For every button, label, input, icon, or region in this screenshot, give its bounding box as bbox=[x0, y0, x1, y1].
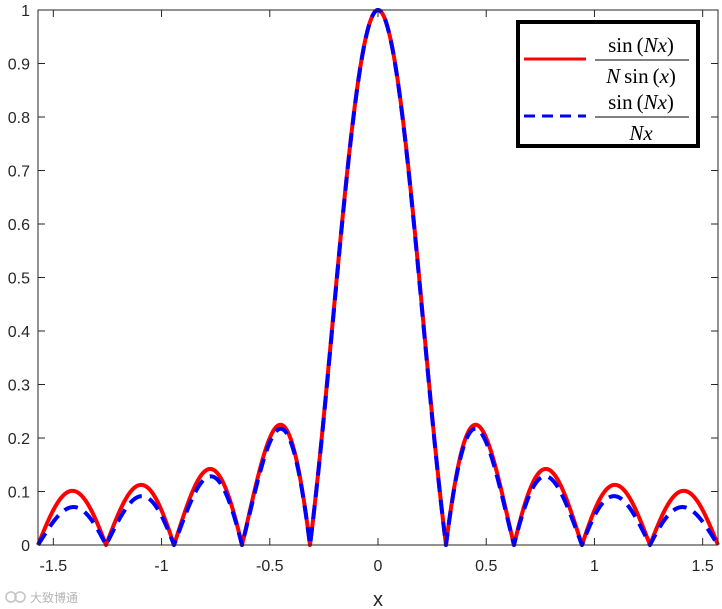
y-tick-label: 0.3 bbox=[8, 378, 30, 395]
legend-token: Nx bbox=[643, 90, 668, 114]
legend-token: sin bbox=[608, 33, 633, 57]
y-tick-label: 0.8 bbox=[8, 110, 30, 127]
y-tick-label: 0 bbox=[21, 538, 30, 555]
x-axis-label: x bbox=[373, 589, 383, 609]
x-tick-label: -1.5 bbox=[40, 558, 68, 575]
y-tick-label: 0.2 bbox=[8, 431, 30, 448]
legend-numerator-sinc: sin (Nx) bbox=[608, 90, 674, 114]
legend-token: ) bbox=[667, 33, 674, 57]
legend-numerator-ratio-sine: sin (Nx) bbox=[608, 33, 674, 57]
x-tick-label: 1.5 bbox=[692, 558, 714, 575]
legend-token: x bbox=[659, 64, 670, 88]
x-tick-label: 0 bbox=[374, 558, 383, 575]
y-tick-label: 0.5 bbox=[8, 271, 30, 288]
x-tick-label: -1 bbox=[154, 558, 168, 575]
legend-token: Nx bbox=[643, 33, 668, 57]
watermark-text: 大致博通 bbox=[30, 590, 78, 605]
legend-denominator-sinc: Nx bbox=[628, 121, 653, 145]
y-tick-label: 0.9 bbox=[8, 57, 30, 74]
legend-token: sin bbox=[608, 90, 633, 114]
legend-token: ( bbox=[637, 90, 644, 114]
legend-token: ) bbox=[669, 64, 676, 88]
legend-token: ( bbox=[653, 64, 660, 88]
axes-layer: -1.5 -1 -0.5 0 0.5 1 1.5 0 0.1 0.2 0.3 0.4 0.5 0.6 0.7… bbox=[8, 3, 719, 575]
legend-token: ) bbox=[667, 90, 674, 114]
watermark-logo-icon bbox=[5, 591, 17, 603]
legend-token: Nx bbox=[628, 121, 653, 145]
watermark-logo-icon bbox=[14, 591, 26, 603]
legend-token: sin bbox=[624, 64, 649, 88]
y-tick-label: 0.7 bbox=[8, 164, 30, 181]
y-tick-label: 0.1 bbox=[8, 485, 30, 502]
legend-box bbox=[516, 20, 700, 148]
legend-token: N bbox=[605, 64, 621, 88]
x-tick-label: 1 bbox=[590, 558, 599, 575]
y-tick-label: 0.4 bbox=[8, 324, 30, 341]
watermark: 大致博通 bbox=[5, 590, 78, 605]
legend-token: ( bbox=[637, 33, 644, 57]
x-tick-label: -0.5 bbox=[256, 558, 284, 575]
y-tick-label: 1 bbox=[21, 3, 30, 20]
y-tick-label: 0.6 bbox=[8, 217, 30, 234]
x-tick-label: 0.5 bbox=[475, 558, 497, 575]
